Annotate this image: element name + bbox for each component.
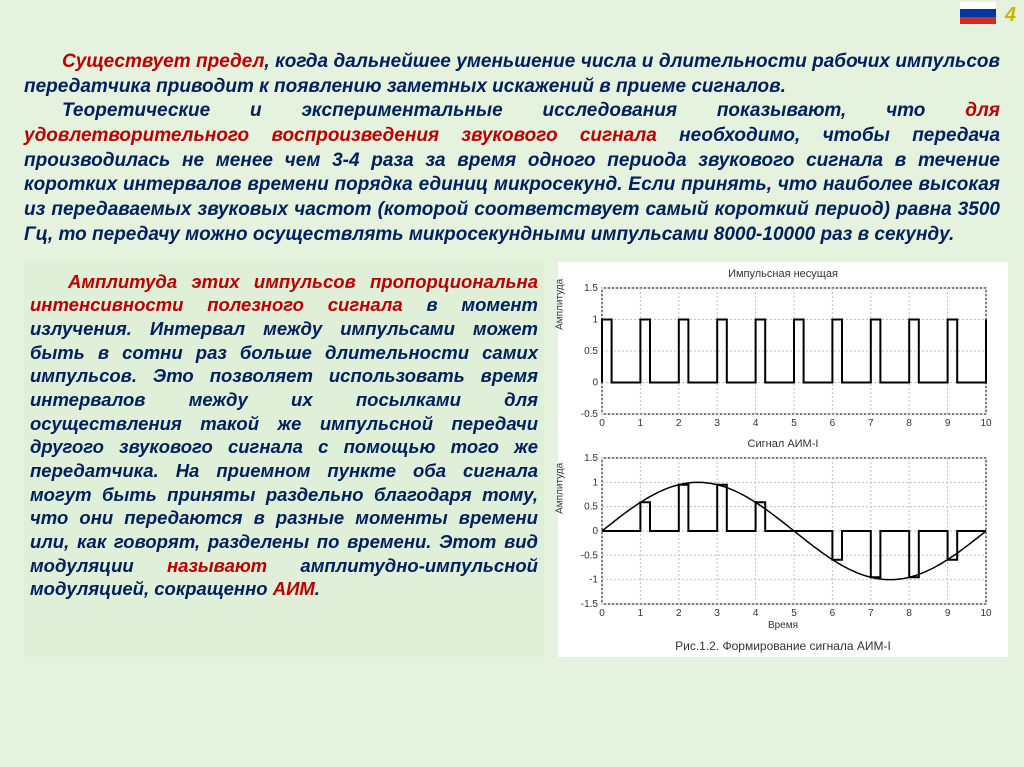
highlight-text: АИМ	[273, 578, 315, 599]
svg-text:2: 2	[676, 608, 682, 619]
body-text: в момент излучения. Интервал между импул…	[30, 294, 538, 575]
svg-text:9: 9	[945, 418, 951, 429]
svg-text:7: 7	[868, 418, 874, 429]
svg-text:8: 8	[906, 418, 912, 429]
svg-text:0.5: 0.5	[584, 346, 598, 357]
svg-text:5: 5	[791, 608, 797, 619]
svg-text:-0.5: -0.5	[581, 550, 599, 561]
svg-text:8: 8	[906, 608, 912, 619]
svg-text:0: 0	[599, 418, 605, 429]
figure-caption: Рис.1.2. Формирование сигнала АИМ-I	[564, 639, 1002, 653]
svg-text:-1.5: -1.5	[581, 599, 599, 610]
svg-text:6: 6	[830, 608, 836, 619]
highlight-text: Существует предел	[62, 51, 264, 72]
chart-svg: 012345678910-0.500.511.5	[564, 282, 994, 432]
page-number: 4	[1005, 4, 1016, 27]
x-axis-label: Время	[564, 620, 1002, 631]
chart-pulse-carrier: Импульсная несущая Амплитуда 01234567891…	[564, 268, 1002, 432]
svg-text:2: 2	[676, 418, 682, 429]
svg-text:1: 1	[638, 608, 644, 619]
svg-text:-0.5: -0.5	[581, 409, 599, 420]
svg-text:5: 5	[791, 418, 797, 429]
chart-title: Сигнал АИМ-I	[564, 438, 1002, 450]
svg-text:7: 7	[868, 608, 874, 619]
chart-svg: 0 1 2 3 4 5 6 7 8 9 10 -1.5 -1 -0.5 0 0.5 1 1.5	[564, 452, 994, 622]
svg-text:3: 3	[714, 418, 720, 429]
svg-text:1: 1	[592, 477, 598, 488]
bottom-row: Амплитуда этих импульсов пропорциональна…	[0, 262, 1024, 657]
svg-text:0.5: 0.5	[584, 501, 598, 512]
svg-text:10: 10	[980, 608, 992, 619]
svg-text:3: 3	[714, 608, 720, 619]
charts-panel: Импульсная несущая Амплитуда 0 1 2 3 4 5 6 7 8 9 1…	[558, 262, 1008, 657]
svg-text:10: 10	[980, 418, 992, 429]
svg-text:0: 0	[599, 608, 605, 619]
y-axis-label: Амплитуда	[555, 278, 566, 329]
highlight-text: называют	[167, 555, 267, 576]
left-paragraph: Амплитуда этих импульсов пропорциональна…	[24, 262, 544, 657]
svg-text:4: 4	[753, 418, 759, 429]
svg-text:-1: -1	[589, 574, 598, 585]
svg-text:1: 1	[638, 418, 644, 429]
chart-aim-signal: Сигнал АИМ-I Амплитуда 012345678910-1.5-…	[564, 438, 1002, 631]
body-text: .	[315, 578, 320, 599]
body-text: Теоретические и экспериментальные исслед…	[62, 100, 965, 121]
y-axis-label: Амплитуда	[555, 463, 566, 514]
svg-text:4: 4	[753, 608, 759, 619]
svg-text:0: 0	[592, 377, 598, 388]
top-paragraph: Существует предел, когда дальнейшее умен…	[0, 0, 1024, 262]
svg-text:1: 1	[592, 314, 598, 325]
flag-icon	[960, 2, 996, 24]
svg-text:1.5: 1.5	[584, 453, 598, 464]
svg-text:9: 9	[945, 608, 951, 619]
svg-text:6: 6	[830, 418, 836, 429]
chart-title: Импульсная несущая	[564, 268, 1002, 280]
svg-text:1.5: 1.5	[584, 283, 598, 294]
svg-text:0: 0	[592, 526, 598, 537]
